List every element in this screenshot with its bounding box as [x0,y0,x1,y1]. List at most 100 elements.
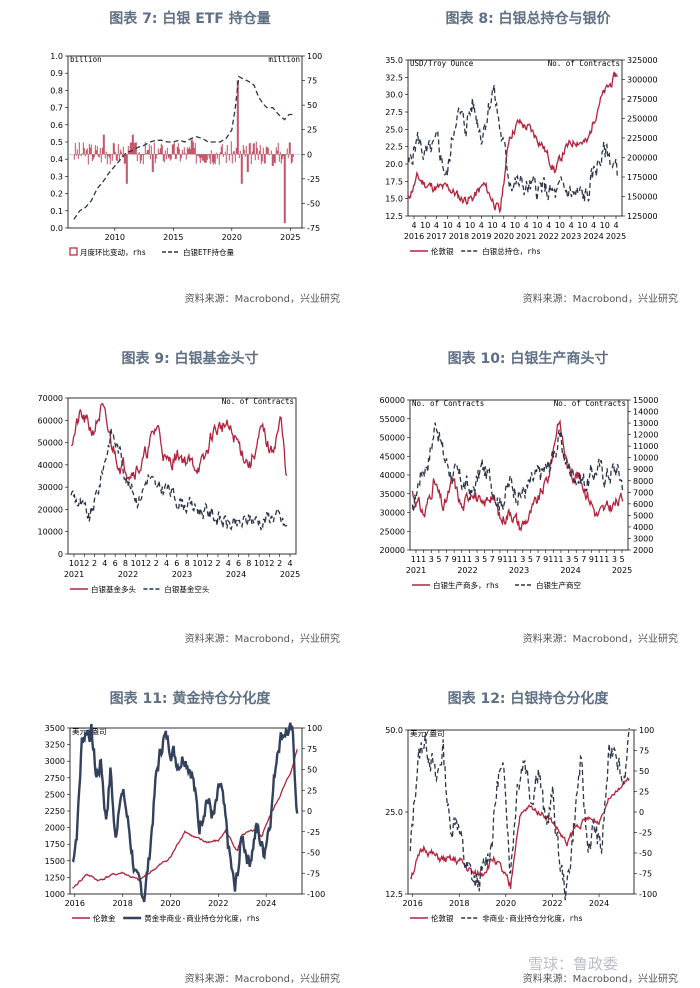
x-tick-label: 2018 [112,899,132,908]
series-line-1 [411,422,624,512]
y-tick-label-left: 0.6 [50,121,63,130]
bar [105,151,107,155]
x-year-label: 2021 [64,570,84,579]
chart-silver-divergence: 12.5 25.0 50.0 -100 -75 -50 -25 0 25 50 75 100 美元/盎司… [385,726,657,923]
bar [80,154,82,157]
bar [151,154,153,172]
x-tick-label: 6 [236,559,241,568]
bar [208,154,210,159]
bar [136,154,138,162]
y-tick-label-right: 225000 [627,134,658,143]
bar [244,154,246,158]
y-tick-label-left: 30000 [380,509,405,518]
x-tick-label: 11 [411,555,421,564]
bar [162,154,164,162]
bar [155,154,157,159]
legend-label: 白银总持仓，rhs [482,246,541,256]
x-tick-label: 10 [555,221,565,230]
source-note: 资料来源：Macrobond，兴业研究 [184,294,340,305]
bar [91,154,93,162]
y-tick-label-left: 1250 [45,873,65,882]
bar [96,146,98,155]
bar [242,145,244,155]
y-tick-label-left: 60000 [38,416,63,425]
y-tick-label-left: 70000 [38,394,63,403]
bar [150,145,152,155]
x-tick-label: 9 [497,555,502,564]
y-tick-label-right: -25 [307,175,320,184]
y-tick-label-right: 325000 [627,56,658,65]
y-tick-label-right: -50 [307,199,320,208]
x-tick-label: 3 [520,555,525,564]
bar [143,154,145,155]
unit-label-left: billion [70,55,102,64]
x-tick-label: 5 [574,555,579,564]
y-tick-label-right: 175000 [627,173,658,182]
bar [258,150,260,155]
bar [281,154,283,160]
bar [238,154,240,159]
bar [257,154,259,160]
bar [269,153,271,155]
x-tick-label: 4 [287,559,292,568]
bar [284,154,286,224]
y-tick-label-left: 55000 [380,415,405,424]
bar [190,139,192,155]
bar [264,154,266,164]
bar [161,145,163,155]
bar [148,144,150,155]
unit-label-right: No. of Contracts [222,397,294,406]
y-tick-label-right: 8000 [633,477,653,486]
bar [99,147,101,155]
bar [205,154,207,163]
bar [111,154,113,161]
y-tick-label-right: 25 [307,126,317,135]
bar [102,134,104,155]
x-tick-label: 8 [185,559,190,568]
bar [134,142,136,155]
bar [152,154,154,172]
bar [234,154,236,162]
x-tick-label: 2025 [280,233,300,242]
bar [250,154,252,165]
bar [84,154,86,157]
bar [76,149,78,155]
y-tick-label-left: 27.5 [385,108,403,117]
bar [274,154,276,164]
bar [195,154,197,164]
y-tick-label-left: 0.5 [50,138,63,147]
bar [230,141,232,155]
bar [144,142,146,155]
x-tick-label: 5 [482,555,487,564]
y-tick-label-right: 3000 [633,534,653,543]
x-tick-label: 4 [501,221,506,230]
bar [283,154,285,224]
x-tick-label: 2024 [589,899,609,908]
bar [108,154,110,158]
x-year-label: 2020 [494,232,514,241]
unit-label-right: million [268,55,300,64]
bar [237,80,239,155]
bar [83,147,85,155]
series-line-0 [407,71,618,215]
bar [292,154,294,158]
bar [219,152,221,155]
bar [277,142,279,155]
bar [90,144,92,155]
x-tick-label: 7 [490,555,495,564]
bar [233,151,235,155]
x-tick-label: 12 [264,559,274,568]
x-tick-label: 5 [528,555,533,564]
x-tick-label: 11 [548,555,558,564]
x-year-label: 2023 [561,232,581,241]
bar [200,154,202,158]
y-tick-label-left: 12.5 [385,212,403,221]
x-tick-label: 3 [612,555,617,564]
bar [266,147,268,155]
bar [232,151,234,155]
y-tick-label-right: 6000 [633,500,653,509]
bar [127,145,129,155]
chart-title: 图表 11: 黄金持仓分化度 [109,691,271,707]
bar [186,147,188,155]
bar [156,154,158,155]
